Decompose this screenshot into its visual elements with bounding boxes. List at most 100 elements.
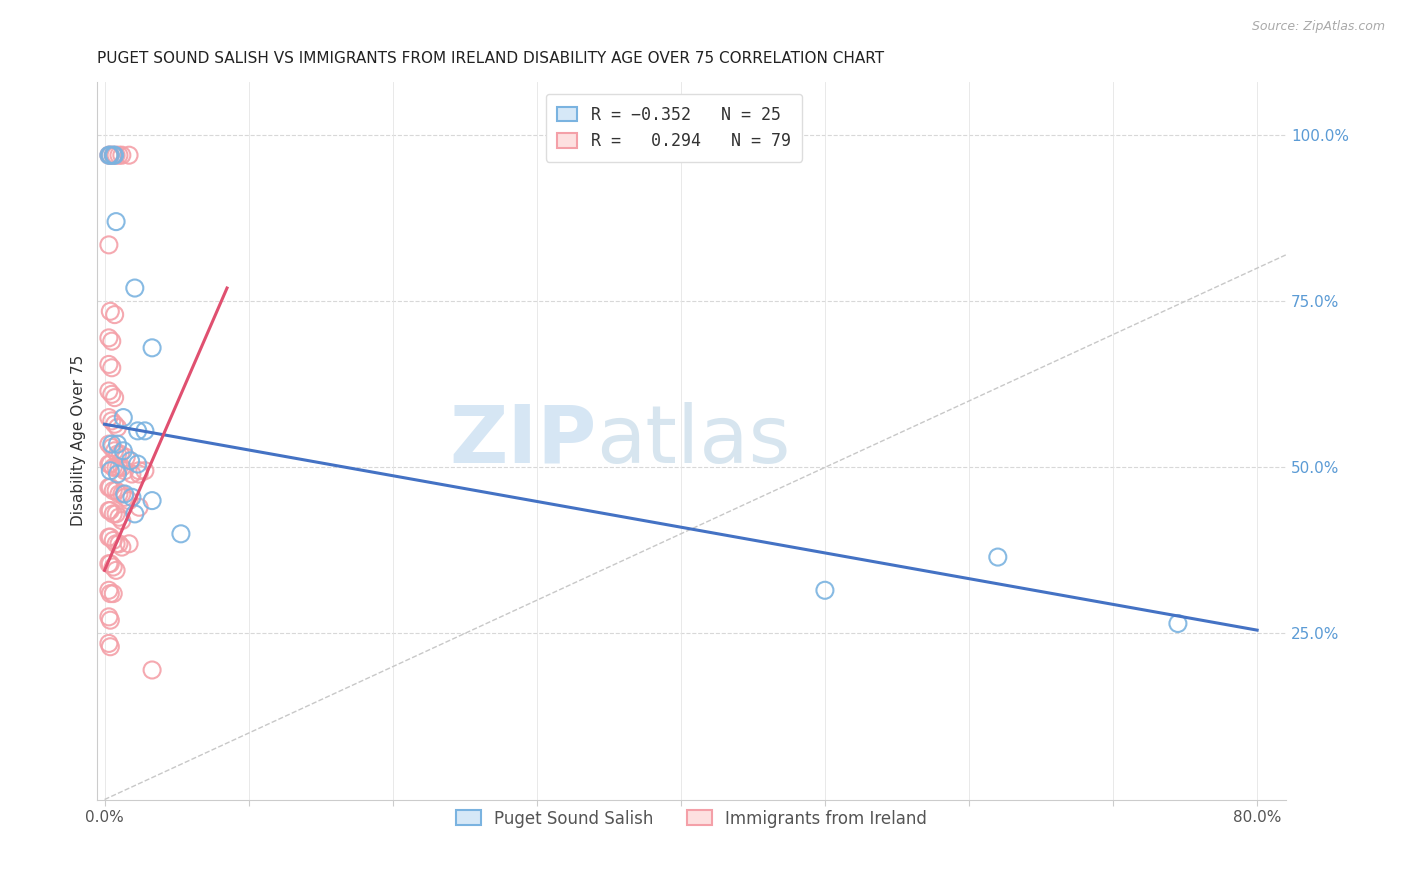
Point xyxy=(103,533,125,548)
Point xyxy=(103,148,125,162)
Point xyxy=(98,148,121,162)
Point xyxy=(98,503,121,517)
Text: PUGET SOUND SALISH VS IMMIGRANTS FROM IRELAND DISABILITY AGE OVER 75 CORRELATION: PUGET SOUND SALISH VS IMMIGRANTS FROM IR… xyxy=(97,51,884,66)
Point xyxy=(98,148,121,162)
Point xyxy=(112,410,135,425)
Point xyxy=(97,636,120,650)
Point xyxy=(141,341,163,355)
Point xyxy=(108,460,131,475)
Point xyxy=(97,331,120,345)
Point xyxy=(108,537,131,551)
Point xyxy=(814,583,837,598)
Point xyxy=(105,214,128,228)
Point xyxy=(111,460,134,475)
Point xyxy=(107,420,129,434)
Point xyxy=(121,467,143,481)
Point xyxy=(98,464,121,478)
Point xyxy=(118,148,141,162)
Point xyxy=(103,483,125,498)
Point xyxy=(112,443,135,458)
Point xyxy=(104,443,127,458)
Point xyxy=(97,557,120,571)
Point xyxy=(97,238,120,252)
Point xyxy=(103,460,125,475)
Text: atlas: atlas xyxy=(596,401,792,480)
Point xyxy=(97,410,120,425)
Point xyxy=(97,480,120,494)
Point xyxy=(111,514,134,528)
Point xyxy=(100,414,122,428)
Point xyxy=(104,308,127,322)
Point xyxy=(103,507,125,521)
Point xyxy=(108,510,131,524)
Y-axis label: Disability Age Over 75: Disability Age Over 75 xyxy=(72,355,86,526)
Point xyxy=(107,467,129,481)
Point xyxy=(104,391,127,405)
Point xyxy=(127,424,149,438)
Point xyxy=(97,457,120,471)
Point xyxy=(97,503,120,517)
Point xyxy=(97,358,120,372)
Point xyxy=(108,487,131,501)
Point xyxy=(100,334,122,348)
Point xyxy=(121,490,143,504)
Legend: Puget Sound Salish, Immigrants from Ireland: Puget Sound Salish, Immigrants from Irel… xyxy=(450,803,934,834)
Point xyxy=(98,640,121,654)
Point xyxy=(987,550,1010,565)
Point xyxy=(114,490,136,504)
Point xyxy=(104,148,127,162)
Point xyxy=(97,148,120,162)
Point xyxy=(141,493,163,508)
Point xyxy=(114,464,136,478)
Point xyxy=(118,493,141,508)
Point xyxy=(100,387,122,401)
Point xyxy=(97,610,120,624)
Point xyxy=(111,540,134,554)
Point xyxy=(100,360,122,375)
Point xyxy=(97,530,120,544)
Point xyxy=(98,480,121,494)
Point xyxy=(111,487,134,501)
Point xyxy=(110,447,132,461)
Point xyxy=(107,447,129,461)
Point xyxy=(128,467,150,481)
Point xyxy=(105,537,128,551)
Point xyxy=(100,441,122,455)
Point xyxy=(124,507,146,521)
Point xyxy=(124,281,146,295)
Point xyxy=(103,560,125,574)
Text: Source: ZipAtlas.com: Source: ZipAtlas.com xyxy=(1251,20,1385,33)
Point xyxy=(105,563,128,577)
Point xyxy=(103,586,125,600)
Point xyxy=(97,583,120,598)
Point xyxy=(1167,616,1189,631)
Point xyxy=(108,148,131,162)
Point xyxy=(105,483,128,498)
Point xyxy=(141,663,163,677)
Point xyxy=(98,586,121,600)
Point xyxy=(107,437,129,451)
Point xyxy=(103,148,125,162)
Point xyxy=(98,457,121,471)
Point xyxy=(97,437,120,451)
Point xyxy=(128,500,150,515)
Point xyxy=(98,613,121,627)
Point xyxy=(104,417,127,432)
Point xyxy=(134,464,156,478)
Point xyxy=(97,384,120,398)
Point xyxy=(97,148,120,162)
Point xyxy=(127,457,149,471)
Point xyxy=(105,460,128,475)
Point xyxy=(114,487,136,501)
Point xyxy=(98,557,121,571)
Point xyxy=(105,148,128,162)
Point xyxy=(105,507,128,521)
Text: ZIP: ZIP xyxy=(450,401,596,480)
Point xyxy=(115,450,138,465)
Point xyxy=(120,454,142,468)
Point xyxy=(98,304,121,318)
Point xyxy=(100,437,122,451)
Point xyxy=(111,148,134,162)
Point xyxy=(170,526,193,541)
Point xyxy=(128,464,150,478)
